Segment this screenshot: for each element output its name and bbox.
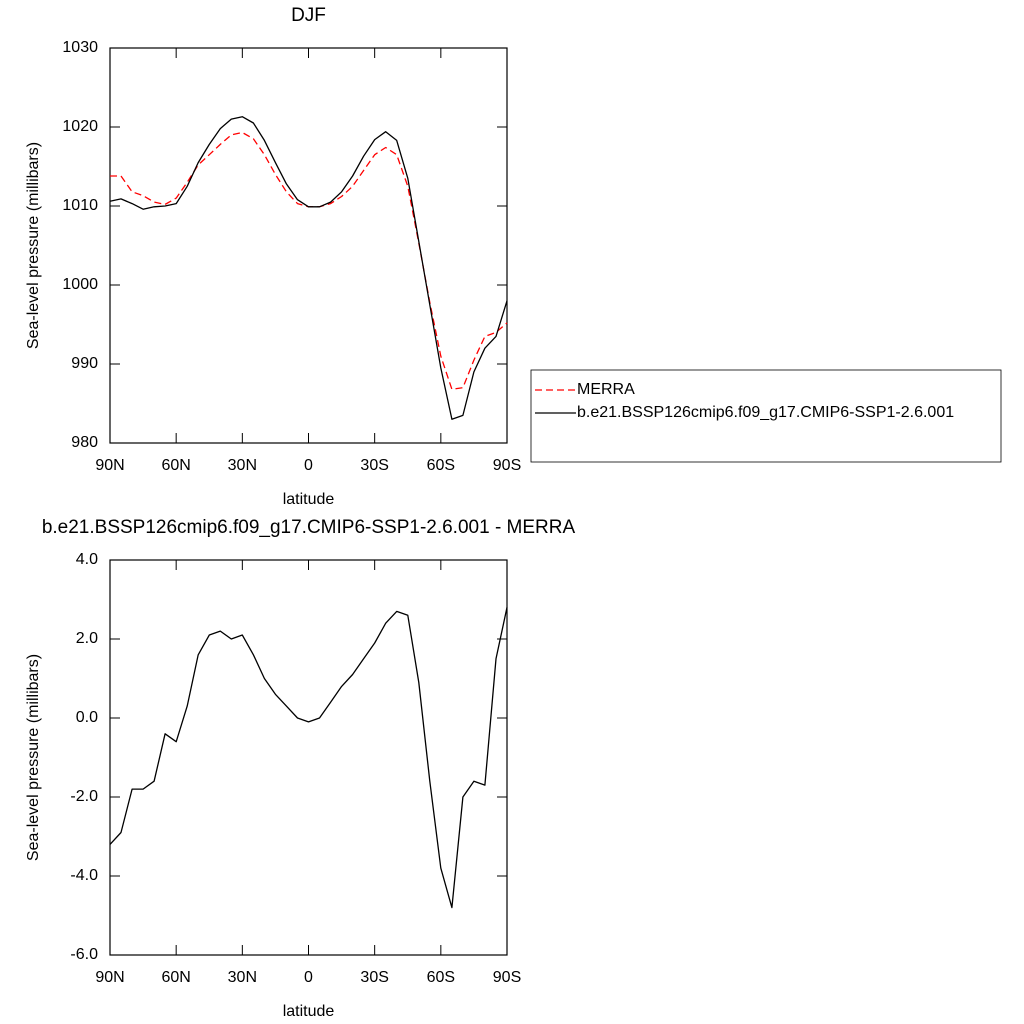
x-axis-label: latitude bbox=[283, 491, 335, 508]
x-tick-label: 30S bbox=[360, 457, 388, 474]
data-line bbox=[109, 607, 508, 909]
y-axis-label: Sea-level pressure (millibars) bbox=[25, 654, 42, 861]
x-tick-label: 90S bbox=[493, 457, 521, 474]
legend-label: MERRA bbox=[577, 381, 635, 398]
x-tick-label: 90N bbox=[95, 969, 124, 986]
y-tick-label: 1010 bbox=[62, 197, 98, 214]
data-line bbox=[110, 131, 508, 390]
x-tick-label: 90S bbox=[493, 969, 521, 986]
y-tick-label: 1020 bbox=[62, 118, 98, 135]
y-axis-label: Sea-level pressure (millibars) bbox=[25, 142, 42, 349]
y-tick-label: 990 bbox=[71, 355, 98, 372]
x-tick-label: 90N bbox=[95, 457, 124, 474]
y-tick-label: 4.0 bbox=[76, 551, 98, 568]
y-tick-label: 2.0 bbox=[76, 630, 98, 647]
x-tick-label: 60S bbox=[427, 457, 455, 474]
y-tick-label: 980 bbox=[71, 434, 98, 451]
legend-box bbox=[530, 369, 1002, 463]
y-tick-label: 1000 bbox=[62, 276, 98, 293]
x-tick-label: 30N bbox=[228, 969, 257, 986]
x-tick-label: 0 bbox=[304, 457, 313, 474]
x-tick-label: 60N bbox=[161, 969, 190, 986]
x-tick-label: 30S bbox=[360, 969, 388, 986]
y-tick-label: -2.0 bbox=[70, 788, 98, 805]
y-tick-label: 1030 bbox=[62, 39, 98, 56]
chart-title: b.e21.BSSP126cmip6.f09_g17.CMIP6-SSP1-2.… bbox=[42, 517, 576, 538]
plot-frame bbox=[109, 47, 508, 444]
chart-title: DJF bbox=[291, 5, 326, 26]
x-tick-label: 60N bbox=[161, 457, 190, 474]
legend-label: b.e21.BSSP126cmip6.f09_g17.CMIP6-SSP1-2.… bbox=[577, 404, 954, 421]
x-tick-label: 60S bbox=[427, 969, 455, 986]
y-tick-label: -4.0 bbox=[70, 867, 98, 884]
y-tick-label: 0.0 bbox=[76, 709, 98, 726]
plot-frame bbox=[109, 559, 508, 956]
data-line bbox=[109, 116, 508, 420]
x-tick-label: 0 bbox=[304, 969, 313, 986]
y-tick-label: -6.0 bbox=[70, 946, 98, 963]
x-axis-label: latitude bbox=[283, 1003, 335, 1020]
x-tick-label: 30N bbox=[228, 457, 257, 474]
